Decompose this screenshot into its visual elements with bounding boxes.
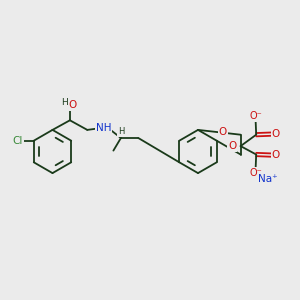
Text: O: O (228, 141, 236, 152)
Text: O: O (219, 127, 227, 137)
Text: Na⁺: Na⁺ (258, 174, 278, 184)
Text: H: H (61, 98, 68, 107)
Text: Cl: Cl (13, 136, 23, 146)
Text: O⁻: O⁻ (250, 111, 262, 121)
Text: O: O (272, 129, 280, 139)
Text: O⁻: O⁻ (250, 168, 262, 178)
Text: O: O (272, 150, 280, 160)
Text: O: O (69, 100, 77, 110)
Text: H: H (118, 127, 124, 136)
Text: NH: NH (96, 123, 111, 134)
